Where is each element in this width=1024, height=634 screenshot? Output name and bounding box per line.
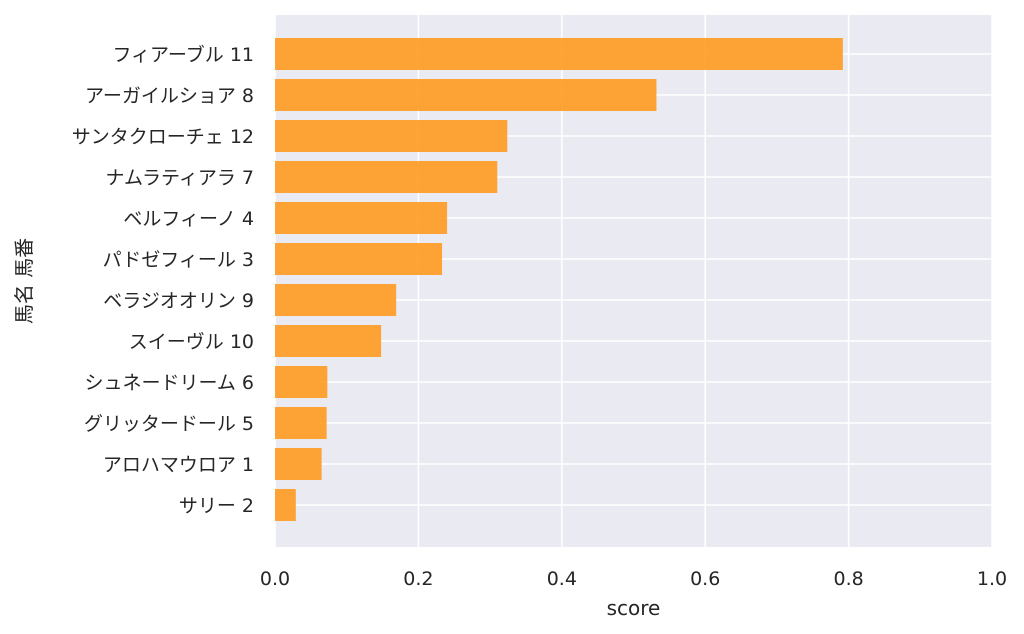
x-tick-label: 0.2 bbox=[403, 568, 433, 590]
bar bbox=[275, 489, 296, 521]
x-tick-label: 0.0 bbox=[260, 568, 290, 590]
bar bbox=[275, 38, 843, 70]
y-axis-label: 馬名 馬番 bbox=[12, 238, 36, 324]
x-tick-label: 0.8 bbox=[833, 568, 863, 590]
y-tick-label: ナムラティアラ 7 bbox=[106, 167, 254, 189]
bar bbox=[275, 366, 328, 398]
y-tick-label: アロハマウロア 1 bbox=[103, 454, 254, 476]
x-tick-label: 0.4 bbox=[547, 568, 577, 590]
y-tick-label: サリー 2 bbox=[179, 495, 254, 517]
x-tick-label: 1.0 bbox=[977, 568, 1007, 590]
y-tick-label: ベルフィーノ 4 bbox=[123, 208, 254, 230]
x-tick-label: 0.6 bbox=[690, 568, 720, 590]
y-tick-label: アーガイルショア 8 bbox=[85, 85, 254, 107]
bar bbox=[275, 79, 657, 111]
bar bbox=[275, 325, 382, 357]
bar bbox=[275, 120, 508, 152]
bar bbox=[275, 448, 322, 480]
y-tick-label: ベラジオオリン 9 bbox=[103, 290, 254, 312]
y-tick-label: シュネードリーム 6 bbox=[84, 372, 254, 394]
bar bbox=[275, 202, 448, 234]
bar bbox=[275, 407, 327, 439]
x-axis-label: score bbox=[607, 596, 661, 620]
y-tick-label: サンタクローチェ 12 bbox=[72, 126, 254, 148]
y-tick-labels: フィアーブル 11 アーガイルショア 8 サンタクローチェ 12 ナムラティアラ 7 ベ… bbox=[72, 43, 254, 517]
y-tick-label: パドゼフィール 3 bbox=[103, 249, 254, 271]
bar bbox=[275, 243, 443, 275]
bar bbox=[275, 284, 397, 316]
bars bbox=[275, 38, 843, 521]
y-tick-label: フィアーブル 11 bbox=[112, 43, 254, 66]
bar bbox=[275, 161, 498, 193]
y-tick-label: スイーヴル 10 bbox=[129, 331, 254, 353]
x-tick-labels: 0.0 0.2 0.4 0.6 0.8 1.0 bbox=[260, 568, 1007, 590]
y-tick-label: グリッタードール 5 bbox=[84, 413, 254, 435]
